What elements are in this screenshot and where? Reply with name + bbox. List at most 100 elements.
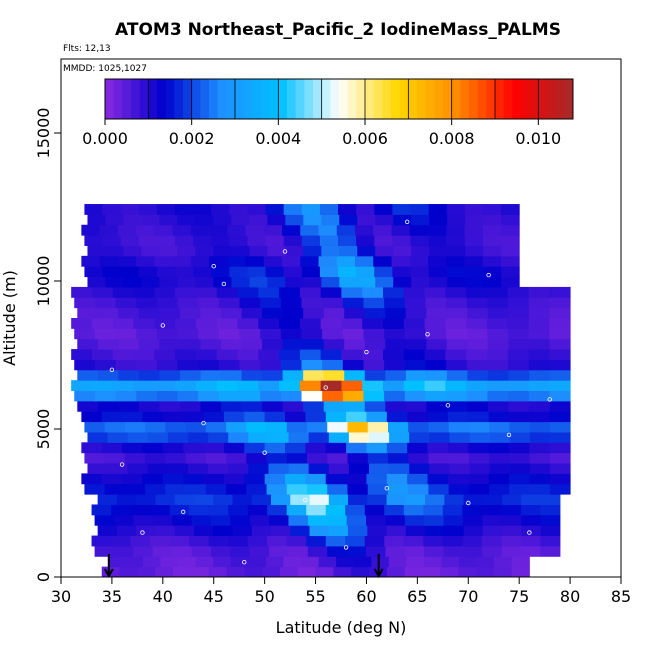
heatmap-cell	[325, 473, 347, 485]
heatmap-cell	[339, 214, 358, 226]
heatmap-cell	[448, 483, 470, 495]
heatmap-cell	[363, 390, 385, 402]
heatmap-cell	[154, 349, 176, 360]
heatmap-cell	[237, 318, 259, 329]
heatmap-cell	[341, 349, 363, 360]
heatmap-cell	[288, 463, 310, 474]
heatmap-cell	[118, 338, 140, 350]
heatmap-cell	[258, 349, 280, 360]
heatmap-cell	[237, 349, 259, 360]
heatmap-cell	[373, 224, 392, 236]
heatmap-cell	[549, 318, 571, 329]
heatmap-cell	[385, 400, 407, 412]
heatmap-cell	[156, 266, 176, 278]
heatmap-cell	[263, 255, 283, 267]
heatmap-cell	[208, 566, 227, 578]
heatmap-cell	[446, 266, 466, 278]
heatmap-cell	[188, 431, 209, 443]
colorbar-tick-label: 0.006	[342, 129, 388, 148]
heatmap-cell	[241, 338, 263, 350]
colorbar-swatch	[321, 79, 331, 119]
heatmap-cell	[529, 452, 551, 464]
heatmap-cell	[247, 266, 267, 278]
heatmap-cell	[467, 369, 489, 381]
heatmap-cell	[265, 556, 284, 568]
heatmap-cell	[189, 535, 210, 547]
heatmap-cell	[301, 556, 320, 568]
heatmap-cell	[462, 504, 483, 516]
heatmap-cell	[138, 338, 160, 350]
heatmap-cell	[237, 380, 259, 392]
heatmap-cell	[265, 204, 285, 215]
heatmap-cell	[443, 545, 464, 557]
heatmap-cell	[321, 245, 340, 257]
heatmap-cell	[345, 535, 366, 547]
heatmap-cell	[71, 349, 93, 360]
heatmap-cell	[509, 473, 530, 485]
heatmap-cell	[323, 307, 345, 319]
heatmap-cell	[283, 556, 302, 568]
colorbar-swatch	[148, 79, 158, 119]
heatmap-cell	[231, 214, 250, 226]
y-axis-label: Altitude (m)	[0, 270, 19, 366]
heatmap-cell	[150, 535, 171, 547]
heatmap-cell	[299, 318, 322, 329]
colorbar-tick-label: 0.010	[515, 129, 561, 148]
heatmap-cell	[97, 307, 119, 319]
heatmap-cell	[333, 566, 352, 578]
colorbar-swatch	[469, 79, 479, 119]
observation-point	[547, 397, 552, 402]
heatmap-cell	[262, 566, 281, 578]
heatmap-cell	[150, 504, 171, 516]
heatmap-cell	[447, 442, 469, 454]
heatmap-cell	[424, 545, 445, 557]
x-axis: 30 35 40 45 50 55 60 65 70 75 80 85	[51, 577, 631, 606]
heatmap-cell	[549, 369, 571, 381]
heatmap-cell	[193, 266, 212, 278]
heatmap-cell	[115, 297, 137, 309]
heatmap-cell	[475, 566, 495, 578]
heatmap-cell	[386, 566, 406, 578]
heatmap-cell	[218, 390, 241, 402]
heatmap-cell	[521, 514, 542, 526]
heatmap-cell	[445, 349, 467, 360]
heatmap-cell	[165, 421, 187, 433]
heatmap-cell	[218, 297, 241, 309]
heatmap-cell	[386, 473, 408, 485]
heatmap-cell	[428, 483, 450, 495]
heatmap-cell	[325, 411, 347, 423]
heatmap-cell	[173, 566, 192, 578]
heatmap-cell	[410, 266, 430, 278]
heatmap-cell	[388, 556, 407, 568]
observation-point	[466, 500, 471, 506]
heatmap-cell	[446, 369, 468, 381]
heatmap-cell	[301, 297, 323, 309]
heatmap-cell	[156, 328, 179, 340]
heatmap-cell	[520, 535, 541, 547]
heatmap-cell	[156, 235, 176, 246]
heatmap-cell	[407, 442, 429, 454]
heatmap-cell	[122, 411, 143, 423]
heatmap-cell	[303, 214, 322, 226]
heatmap-cell	[306, 535, 327, 547]
heatmap-cell	[141, 276, 160, 288]
y-tick-label: 5000	[34, 409, 53, 450]
heatmap-cell	[239, 390, 261, 402]
heatmap-cell	[529, 307, 551, 319]
heatmap-cell	[159, 369, 181, 381]
heatmap-cell	[446, 338, 468, 350]
x-tick-label: 70	[458, 587, 478, 606]
heatmap-cell	[469, 463, 491, 474]
heatmap-cell	[115, 328, 137, 340]
heatmap-cell	[385, 338, 407, 350]
heatmap-cell	[190, 255, 210, 267]
heatmap-cell	[482, 525, 503, 537]
heatmap-cell	[508, 400, 530, 412]
heatmap-cell	[305, 473, 327, 485]
heatmap-cell	[486, 349, 509, 360]
heatmap-cell	[290, 494, 311, 505]
heatmap-cell	[367, 525, 388, 537]
heatmap-cell	[102, 204, 122, 215]
heatmap-cell	[87, 463, 109, 474]
heatmap-cell	[279, 318, 301, 329]
